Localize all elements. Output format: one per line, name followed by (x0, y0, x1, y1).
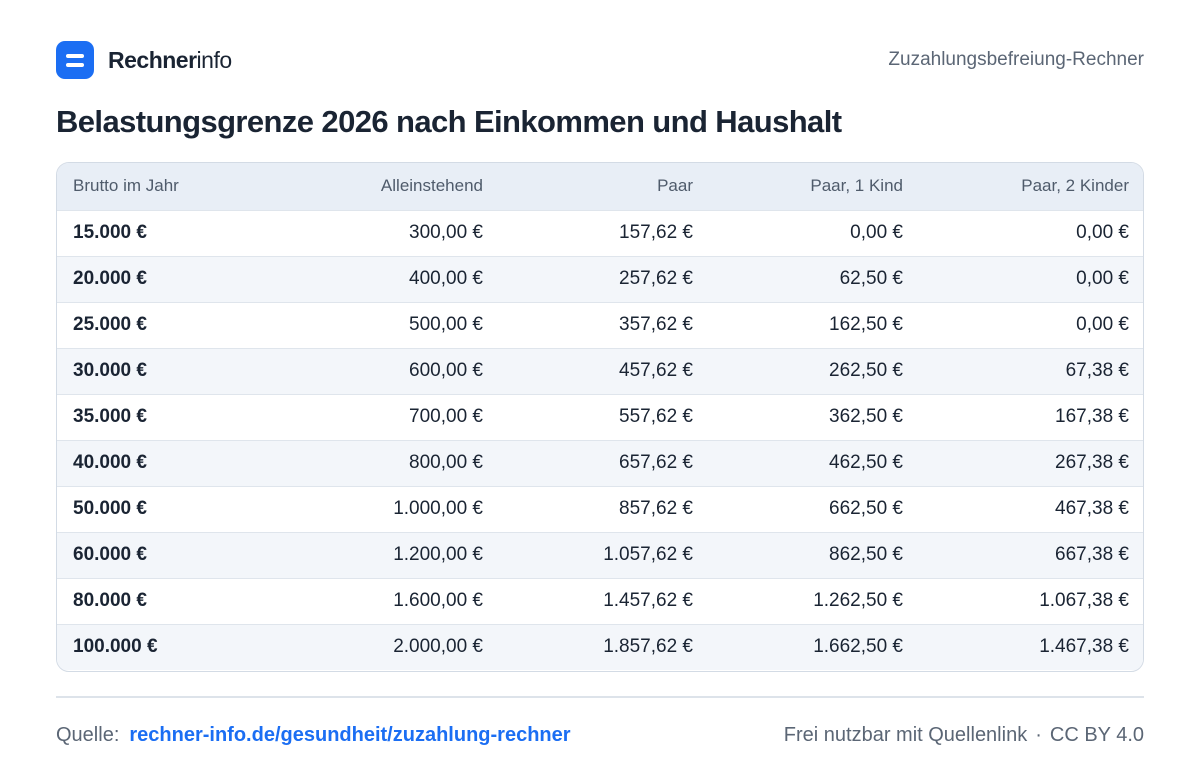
income-cell: 100.000 € (57, 623, 289, 670)
table-row: 50.000 €1.000,00 €857,62 €662,50 €467,38… (57, 485, 1143, 532)
limit-cell: 800,00 € (289, 439, 499, 486)
table-row: 35.000 €700,00 €557,62 €362,50 €167,38 € (57, 393, 1143, 440)
table-body: 15.000 €300,00 €157,62 €0,00 €0,00 €20.0… (57, 209, 1143, 670)
limit-cell: 700,00 € (289, 393, 499, 440)
limit-cell: 1.600,00 € (289, 577, 499, 624)
limit-cell: 362,50 € (709, 393, 919, 440)
limit-cell: 500,00 € (289, 301, 499, 348)
table-header-row: Brutto im Jahr Alleinstehend Paar Paar, 1 K… (57, 163, 1143, 210)
license-info: Frei nutzbar mit Quellenlink · CC BY 4.0 (784, 724, 1144, 747)
limit-cell: 257,62 € (499, 255, 709, 302)
limit-cell: 1.262,50 € (709, 577, 919, 624)
limit-cell: 462,50 € (709, 439, 919, 486)
license-name: CC BY 4.0 (1049, 723, 1144, 746)
income-cell: 15.000 € (57, 209, 289, 256)
brand-name: Rechnerinfo (108, 47, 232, 74)
limit-cell: 0,00 € (919, 301, 1143, 348)
limit-cell: 300,00 € (289, 209, 499, 256)
page-header: Rechnerinfo Zuzahlungsbefreiung-Rechner (56, 40, 1144, 80)
table-row: 20.000 €400,00 €257,62 €62,50 €0,00 € (57, 255, 1143, 302)
table-row: 40.000 €800,00 €657,62 €462,50 €267,38 € (57, 439, 1143, 486)
brand[interactable]: Rechnerinfo (56, 41, 232, 79)
limit-cell: 67,38 € (919, 347, 1143, 394)
brand-name-bold: Rechner (108, 46, 197, 73)
income-cell: 60.000 € (57, 531, 289, 578)
limit-cell: 862,50 € (709, 531, 919, 578)
income-cell: 40.000 € (57, 439, 289, 486)
data-table-container: Brutto im Jahr Alleinstehend Paar Paar, 1 K… (56, 162, 1144, 672)
column-header: Paar, 1 Kind (709, 163, 919, 210)
limit-cell: 1.467,38 € (919, 623, 1143, 670)
limit-cell: 167,38 € (919, 393, 1143, 440)
income-cell: 35.000 € (57, 393, 289, 440)
table-row: 25.000 €500,00 €357,62 €162,50 €0,00 € (57, 301, 1143, 348)
limit-cell: 1.457,62 € (499, 577, 709, 624)
table-row: 100.000 €2.000,00 €1.857,62 €1.662,50 €1… (57, 623, 1143, 670)
column-header: Brutto im Jahr (57, 163, 289, 210)
limit-cell: 1.200,00 € (289, 531, 499, 578)
column-header: Alleinstehend (289, 163, 499, 210)
page-footer: Quelle: rechner-info.de/gesundheit/zuzahl… (56, 720, 1144, 750)
license-text: Frei nutzbar mit Quellenlink (783, 723, 1028, 746)
limit-cell: 157,62 € (499, 209, 709, 256)
footer-divider (56, 696, 1144, 698)
income-cell: 20.000 € (57, 255, 289, 302)
limit-cell: 262,50 € (709, 347, 919, 394)
limit-cell: 1.057,62 € (499, 531, 709, 578)
limit-cell: 0,00 € (709, 209, 919, 256)
limit-cell: 400,00 € (289, 255, 499, 302)
limit-cell: 1.857,62 € (499, 623, 709, 670)
limit-cell: 62,50 € (709, 255, 919, 302)
limit-cell: 267,38 € (919, 439, 1143, 486)
limit-cell: 0,00 € (919, 209, 1143, 256)
limit-cell: 557,62 € (499, 393, 709, 440)
limit-cell: 457,62 € (499, 347, 709, 394)
table-row: 80.000 €1.600,00 €1.457,62 €1.262,50 €1.… (57, 577, 1143, 624)
brand-name-light: info (196, 46, 233, 73)
limit-cell: 467,38 € (919, 485, 1143, 532)
limit-cell: 657,62 € (499, 439, 709, 486)
header-subtitle: Zuzahlungsbefreiung-Rechner (888, 49, 1144, 70)
limit-cell: 162,50 € (709, 301, 919, 348)
data-table: Brutto im Jahr Alleinstehend Paar Paar, 1 K… (57, 163, 1143, 670)
limit-cell: 600,00 € (289, 347, 499, 394)
limit-cell: 857,62 € (499, 485, 709, 532)
table-row: 60.000 €1.200,00 €1.057,62 €862,50 €667,… (57, 531, 1143, 578)
limit-cell: 0,00 € (919, 255, 1143, 302)
page-title: Belastungsgrenze 2026 nach Einkommen und… (56, 104, 842, 139)
source: Quelle: rechner-info.de/gesundheit/zuzahl… (56, 724, 571, 747)
income-cell: 30.000 € (57, 347, 289, 394)
license-separator: · (1035, 723, 1042, 746)
income-cell: 80.000 € (57, 577, 289, 624)
source-label: Quelle: (56, 723, 120, 746)
limit-cell: 1.067,38 € (919, 577, 1143, 624)
column-header: Paar (499, 163, 709, 210)
limit-cell: 1.662,50 € (709, 623, 919, 670)
source-link[interactable]: rechner-info.de/gesundheit/zuzahlung-rec… (129, 723, 571, 746)
limit-cell: 662,50 € (709, 485, 919, 532)
table-row: 30.000 €600,00 €457,62 €262,50 €67,38 € (57, 347, 1143, 394)
limit-cell: 357,62 € (499, 301, 709, 348)
logo-icon (56, 41, 94, 79)
limit-cell: 1.000,00 € (289, 485, 499, 532)
limit-cell: 667,38 € (919, 531, 1143, 578)
income-cell: 50.000 € (57, 485, 289, 532)
table-row: 15.000 €300,00 €157,62 €0,00 €0,00 € (57, 209, 1143, 256)
column-header: Paar, 2 Kinder (919, 163, 1143, 210)
limit-cell: 2.000,00 € (289, 623, 499, 670)
income-cell: 25.000 € (57, 301, 289, 348)
